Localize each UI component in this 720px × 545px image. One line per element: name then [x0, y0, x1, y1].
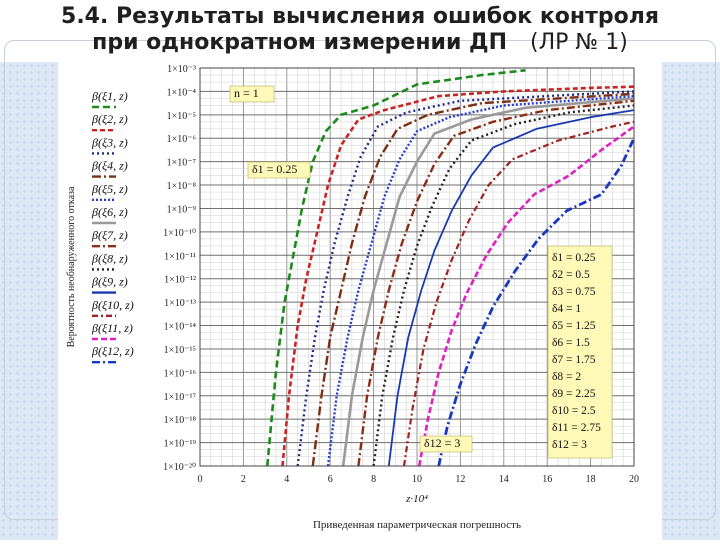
y-tick-label: 1×10⁻¹¹	[164, 251, 196, 262]
chart-svg: 1×10⁻³ 1×10⁻⁴ 1×10⁻⁵ 1×10⁻⁶ 1×10⁻⁷ 1×10⁻⁸ 1×10…	[66, 64, 640, 531]
series-line	[372, 104, 635, 467]
legend-label: β(ξ8, z)	[91, 251, 128, 265]
series-line	[437, 137, 636, 467]
legend-label: β(ξ7, z)	[91, 228, 128, 242]
y-tick-label: 1×10⁻⁷	[167, 158, 197, 169]
y-tick-label: 1×10⁻¹⁶	[164, 368, 197, 379]
y-tick-labels: 1×10⁻³ 1×10⁻⁴ 1×10⁻⁵ 1×10⁻⁶ 1×10⁻⁷ 1×10⁻⁸ 1×10…	[163, 64, 196, 473]
x-tick-label: 0	[198, 474, 203, 485]
chart-figure: 1×10⁻³ 1×10⁻⁴ 1×10⁻⁵ 1×10⁻⁶ 1×10⁻⁷ 1×10⁻⁸ 1×10…	[58, 62, 662, 540]
plot-frame	[199, 67, 635, 467]
legend-label: β(ξ11, z)	[91, 321, 133, 335]
x-tick-label: 8	[371, 474, 376, 485]
legend-label: β(ξ12, z)	[91, 344, 134, 358]
series-line	[387, 109, 635, 467]
legend-label: β(ξ10, z)	[91, 298, 134, 312]
delta-list-item: δ7 = 1.75	[552, 354, 596, 366]
annotation-n-box	[229, 85, 275, 103]
delta-list-item: δ8 = 2	[552, 371, 581, 383]
y-tick-label: 1×10⁻¹⁴	[164, 322, 197, 333]
series-line	[281, 85, 635, 467]
y-tick-label: 1×10⁻¹²	[164, 275, 196, 286]
legend-label: β(ξ4, z)	[91, 159, 128, 173]
x-tick-label: 12	[455, 474, 465, 485]
x-tick-label: 18	[586, 474, 596, 485]
x-tick-label: 16	[542, 474, 552, 485]
delta-list-item: δ1 = 0.25	[552, 252, 596, 264]
x-tick-label: 14	[499, 474, 509, 485]
series-line	[266, 69, 526, 467]
decorative-side-panel	[0, 62, 58, 540]
x-tick-label: 4	[284, 474, 289, 485]
series-lines	[266, 69, 636, 467]
legend-label: β(ξ2, z)	[91, 112, 128, 126]
y-tick-label: 1×10⁻⁵	[167, 111, 196, 122]
title-line-2: при однократном измерении ДП	[92, 30, 508, 55]
slide-title: 5.4. Результаты вычисления ошибок контро…	[0, 4, 720, 56]
legend-label: β(ξ9, z)	[91, 275, 128, 289]
decorative-side-panel	[662, 62, 720, 540]
x-axis-label: Приведенная параметрическая погрешность	[313, 519, 521, 531]
y-tick-label: 1×10⁻¹⁷	[164, 392, 197, 403]
annotation-delta-first-box	[247, 161, 311, 179]
delta-list-item: δ5 = 1.25	[552, 320, 596, 332]
title-line-2-suffix: (ЛР № 1)	[530, 30, 628, 55]
title-line-1: 5.4. Результаты вычисления ошибок контро…	[61, 4, 659, 29]
legend-label: β(ξ5, z)	[91, 182, 128, 196]
legend: β(ξ1, z) β(ξ2, z) β(ξ3, z) β(ξ4, z) β(ξ5, z)…	[91, 89, 134, 364]
y-tick-label: 1×10⁻⁹	[167, 204, 197, 215]
delta-list-item: δ12 = 3	[552, 439, 587, 451]
x-axis-title: z·10⁴	[405, 493, 428, 505]
annotations: n = 1 δ1 = 0.25 δ12 = 3 δ1 = 0.25 δ2 = 0.5 δ3…	[229, 85, 613, 459]
annotation-delta-last-box	[419, 435, 473, 453]
delta-list-item: δ10 = 2.5	[552, 405, 596, 417]
delta-list-item: δ2 = 0.5	[552, 269, 590, 281]
y-tick-label: 1×10⁻¹³	[164, 298, 196, 309]
delta-list-item: δ9 = 2.25	[552, 388, 596, 400]
series-line	[402, 120, 635, 467]
delta-list-item: δ4 = 1	[552, 303, 581, 315]
x-tick-labels: 0 2 4 6 8 10 12 14 16 18 20	[198, 474, 640, 485]
legend-label: β(ξ6, z)	[91, 205, 128, 219]
delta-list-item: δ3 = 0.75	[552, 286, 596, 298]
x-tick-label: 10	[412, 474, 422, 485]
y-tick-label: 1×10⁻²⁰	[163, 462, 196, 473]
x-tick-label: 20	[629, 474, 639, 485]
delta-list-item: δ11 = 2.75	[552, 422, 601, 434]
y-tick-label: 1×10⁻⁸	[167, 181, 197, 192]
series-line	[357, 99, 635, 467]
x-tick-label: 6	[328, 474, 333, 485]
x-tick-label: 2	[241, 474, 246, 485]
y-axis-label: Вероятность необнаруженного отказа	[66, 186, 77, 347]
delta-list-item: δ6 = 1.5	[552, 337, 590, 349]
annotation-n: n = 1	[234, 86, 259, 100]
series-line	[311, 92, 635, 467]
legend-label: β(ξ3, z)	[91, 135, 128, 149]
delta-list-box	[547, 245, 613, 459]
series-line	[296, 90, 635, 467]
annotation-delta-first: δ1 = 0.25	[252, 162, 297, 176]
y-tick-label: 1×10⁻¹⁹	[164, 439, 197, 450]
series-line	[417, 125, 635, 467]
y-tick-label: 1×10⁻⁴	[167, 87, 197, 98]
annotation-delta-last: δ12 = 3	[424, 436, 460, 450]
series-line	[341, 97, 635, 467]
y-tick-label: 1×10⁻³	[167, 64, 196, 75]
y-tick-label: 1×10⁻¹⁰	[163, 228, 196, 239]
y-tick-label: 1×10⁻⁶	[167, 134, 197, 145]
y-tick-label: 1×10⁻¹⁸	[164, 415, 197, 426]
y-tick-label: 1×10⁻¹⁵	[164, 345, 196, 356]
legend-label: β(ξ1, z)	[91, 89, 128, 103]
